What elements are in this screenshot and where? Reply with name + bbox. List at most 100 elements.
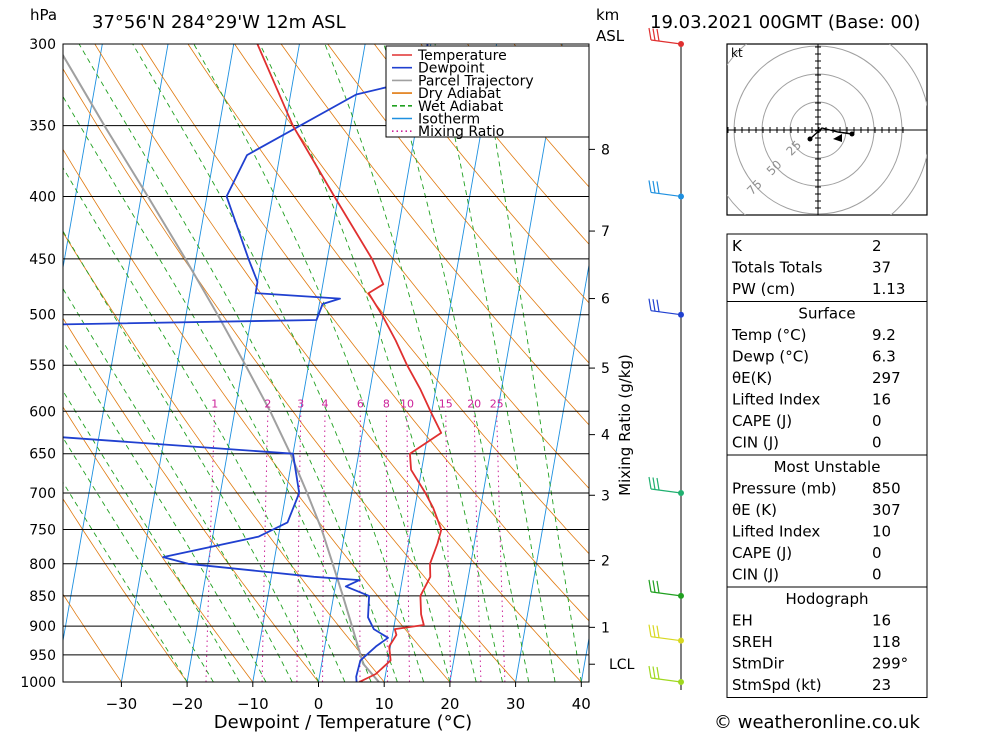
table-row-value: 850: [872, 480, 901, 498]
mixing-ratio-label: 25: [490, 397, 504, 410]
pressure-tick-label: 950: [29, 648, 56, 664]
legend-label: Isotherm: [418, 112, 480, 128]
wet-adiabat-line: [78, 44, 398, 682]
table-row-label: CAPE (J): [732, 412, 792, 430]
pressure-tick-label: 900: [29, 619, 56, 635]
legend-item: Mixing Ratio: [392, 124, 504, 140]
table-row-value: 307: [872, 501, 901, 519]
mixing-ratio-label: 20: [467, 397, 481, 410]
wet-adiabat-line: [383, 44, 530, 682]
surface-block: [726, 301, 928, 456]
dry-adiabat-line: [420, 44, 589, 245]
hodograph-block: [726, 586, 928, 698]
table-row-label: Dewp (°C): [732, 348, 809, 366]
indices-top-block: [726, 233, 928, 302]
table-row-label: StmSpd (kt): [732, 676, 822, 694]
isotherm-line: [515, 262, 589, 682]
pressure-tick-label: 600: [29, 404, 56, 420]
pressure-tick-label: 750: [29, 523, 56, 539]
km-tick-label: 7: [601, 224, 610, 240]
table-row-value: 23: [872, 676, 891, 694]
legend-label: Parcel Trajectory: [418, 73, 534, 89]
dewpoint-line: [63, 44, 429, 682]
wind-barb: [648, 180, 684, 200]
table-row-label: Totals Totals: [731, 259, 823, 277]
x-axis-label: Dewpoint / Temperature (°C): [214, 712, 472, 733]
parcel-trajectory-line: [63, 53, 380, 682]
dry-adiabat-line: [63, 498, 188, 682]
table-row-value: 16: [872, 391, 891, 409]
pressure-tick-label: 650: [29, 447, 56, 463]
table-row-value: 0: [872, 412, 882, 430]
pressure-tick-label: 300: [29, 37, 56, 53]
table-row-label: StmDir: [732, 655, 785, 673]
table-row-label: Pressure (mb): [732, 480, 837, 498]
table-row-label: CIN (J): [732, 434, 779, 452]
table-row-label: Temp (°C): [731, 326, 806, 344]
wet-adiabat-line: [63, 481, 188, 682]
dry-adiabat-line: [373, 44, 589, 304]
mixing-ratio-label: 10: [400, 397, 414, 410]
x-tick-label: 20: [440, 695, 459, 713]
isotherm-line: [252, 44, 366, 682]
table-row-value: 6.3: [872, 348, 896, 366]
mixing-ratio-line: [359, 411, 361, 682]
table-row-value: 0: [872, 434, 882, 452]
table-row-label: θE (K): [732, 501, 777, 519]
legend-label: Mixing Ratio: [418, 124, 504, 140]
x-tick-label: −30: [106, 695, 138, 713]
pressure-tick-label: 550: [29, 358, 56, 374]
table-row-value: 9.2: [872, 326, 896, 344]
legend-item: Dewpoint: [392, 61, 485, 77]
table-section-title: Hodograph: [785, 590, 868, 608]
table-row-label: PW (cm): [732, 280, 795, 298]
table-row-label: K: [732, 237, 743, 255]
indices-table: K 2 Totals Totals 37 PW (cm) 1.13 Surface Temp …: [726, 233, 928, 698]
table-row-value: 16: [872, 612, 891, 630]
table-row-value: 118: [872, 633, 901, 651]
hodograph-trace: [809, 127, 853, 140]
table-row-label: Lifted Index: [732, 523, 820, 541]
mixing-ratio-label: 6: [357, 397, 364, 410]
wet-adiabat-line: [434, 44, 556, 682]
table-row-value: 2: [872, 237, 882, 255]
pressure-tick-label: 450: [29, 252, 56, 268]
table-row-value: 0: [872, 566, 882, 584]
wet-adiabat-line: [63, 390, 241, 682]
legend-label: Dry Adiabat: [418, 86, 501, 102]
legend-label: Temperature: [417, 48, 507, 64]
x-tick-label: −10: [237, 695, 269, 713]
most-unstable-block: [726, 454, 928, 588]
mixing-ratio-label: 4: [322, 397, 329, 410]
table-row-label: EH: [732, 612, 753, 630]
wind-barb: [648, 476, 684, 496]
table-row-label: CIN (J): [732, 566, 779, 584]
pressure-unit-label: hPa: [30, 6, 57, 24]
datetime-label: 19.03.2021 00GMT (Base: 00): [650, 12, 920, 33]
legend-item: Dry Adiabat: [392, 86, 501, 102]
location-label: 37°56'N 284°29'W 12m ASL: [92, 12, 346, 33]
isotherm-line: [318, 44, 432, 682]
isotherm-line: [449, 44, 563, 682]
isotherm-line: [63, 44, 103, 270]
mixing-ratio-label: 3: [297, 397, 304, 410]
plot-frame: [62, 43, 590, 683]
mixing-ratio-label: 2: [264, 397, 271, 410]
km-tick-label: 1: [601, 620, 610, 636]
legend-item: Isotherm: [392, 112, 480, 128]
credit-label: © weatheronline.co.uk: [714, 712, 920, 733]
table-row-value: 297: [872, 369, 901, 387]
table-section-title: Surface: [798, 305, 855, 323]
pressure-tick-label: 400: [29, 189, 56, 205]
table-row-value: 299°: [872, 655, 908, 673]
wet-adiabat-line: [479, 44, 582, 682]
dry-adiabat-line: [327, 44, 589, 364]
mixing-ratio-line: [406, 411, 410, 682]
km-label: km: [596, 6, 619, 24]
storm-motion-icon: [833, 134, 842, 142]
mixing-ratio-label: 1: [211, 397, 218, 410]
mixing-ratio-line: [473, 411, 482, 682]
km-tick-label: 6: [601, 292, 610, 308]
hodograph-unit-label: kt: [731, 46, 743, 60]
